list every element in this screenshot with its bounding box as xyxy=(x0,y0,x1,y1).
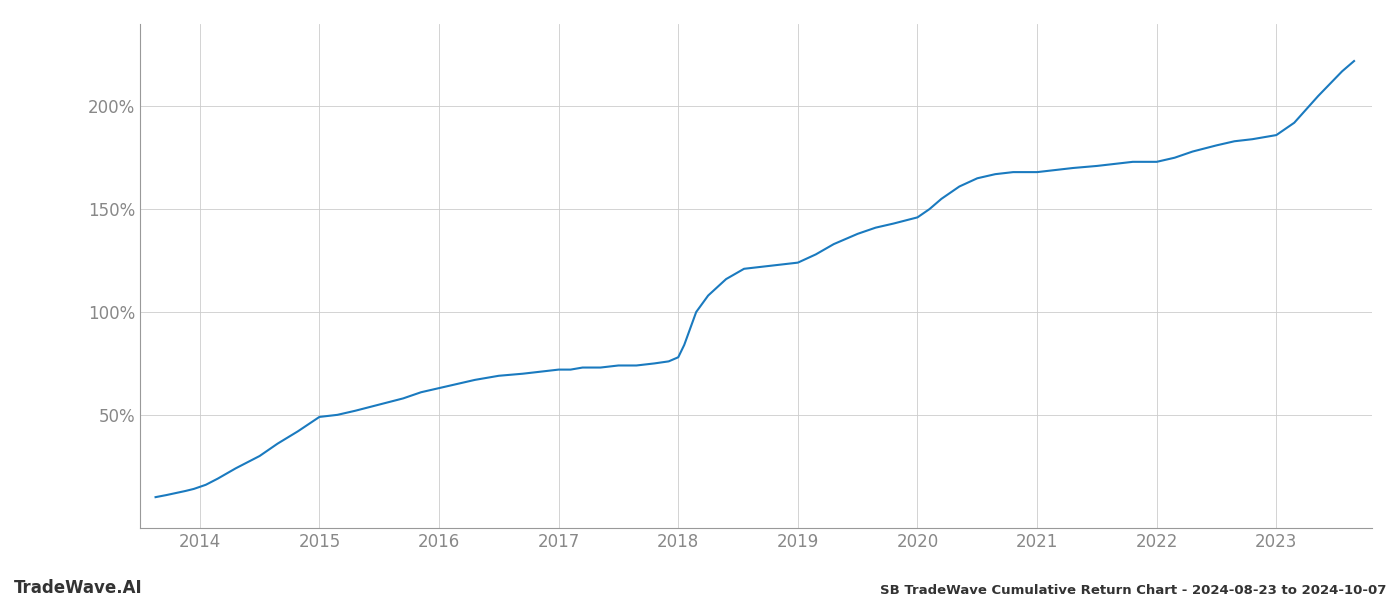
Text: SB TradeWave Cumulative Return Chart - 2024-08-23 to 2024-10-07: SB TradeWave Cumulative Return Chart - 2… xyxy=(879,584,1386,597)
Text: TradeWave.AI: TradeWave.AI xyxy=(14,579,143,597)
